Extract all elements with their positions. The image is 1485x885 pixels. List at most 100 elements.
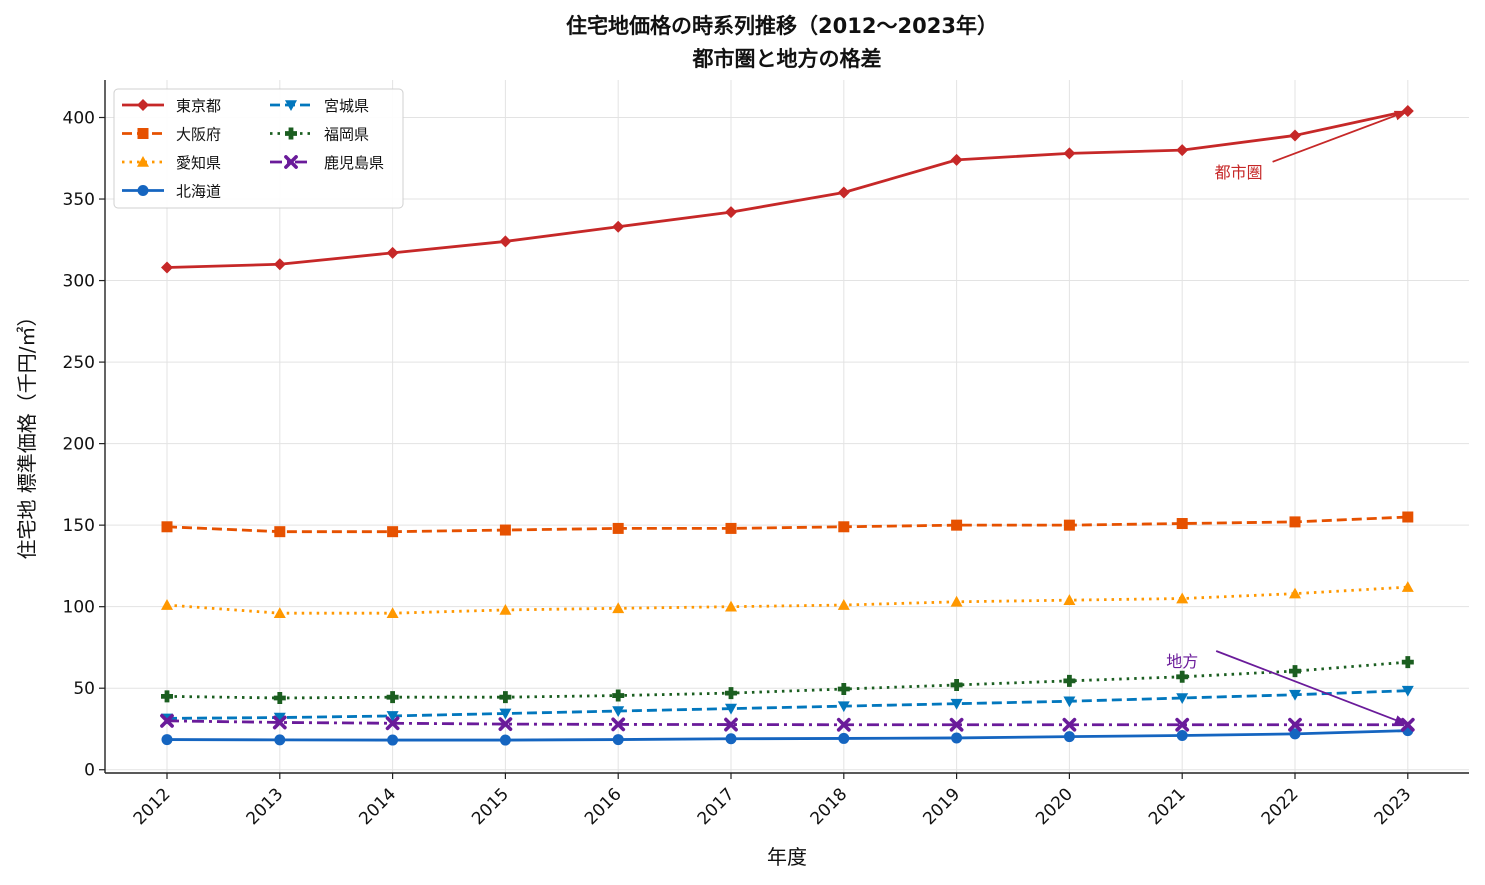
- annotation-2: 地方: [1166, 650, 1408, 725]
- y-tick-label: 250: [63, 353, 95, 373]
- data-point: [161, 690, 173, 703]
- data-point: [161, 734, 173, 746]
- y-tick-label: 400: [63, 109, 95, 129]
- data-point: [161, 521, 173, 533]
- data-point: [1289, 129, 1301, 142]
- data-point: [612, 220, 625, 233]
- series-7: [160, 713, 1415, 732]
- annotation-arrow-head: [1393, 715, 1408, 725]
- data-point: [612, 706, 625, 718]
- series-line: [166, 515, 1408, 534]
- data-point: [386, 711, 399, 722]
- data-point: [161, 261, 173, 274]
- data-point: [1401, 685, 1414, 697]
- marker-stroke: [1062, 717, 1077, 732]
- data-point: [499, 708, 512, 720]
- data-point: [273, 607, 286, 619]
- y-tick-label: 150: [63, 516, 95, 536]
- data-point: [1175, 717, 1190, 732]
- data-point: [725, 522, 737, 534]
- data-point: [1176, 729, 1188, 741]
- data-point: [950, 153, 963, 166]
- annotation-arrow-line: [1215, 650, 1405, 725]
- data-point: [1176, 144, 1189, 157]
- series-3: [161, 581, 1414, 619]
- marker-stroke: [498, 717, 513, 731]
- data-point: [499, 691, 512, 704]
- series-1: [161, 104, 1414, 274]
- marker-stroke: [1288, 717, 1302, 732]
- y-axis-label: 住宅地 標準価格（千円/㎡）: [15, 306, 39, 559]
- data-point: [386, 246, 399, 259]
- data-point: [1176, 693, 1189, 704]
- y-axis-ticks: 0 50 100 150 200 250 300 350 400: [63, 109, 105, 781]
- y-tick-label: 200: [63, 435, 95, 455]
- y-tick-label: 350: [63, 190, 95, 210]
- series-line: [166, 729, 1408, 742]
- data-point: [949, 717, 964, 732]
- series-group: [160, 104, 1415, 746]
- data-point: [1063, 147, 1076, 160]
- legend-swatch-marker: [137, 128, 149, 139]
- chart-subtitle: 都市圏と地方の格差: [692, 47, 882, 71]
- data-point: [612, 734, 624, 746]
- legend-item: 北海道: [122, 183, 221, 201]
- legend-item: 福岡県: [270, 126, 369, 144]
- legend-label: 愛知県: [176, 154, 221, 172]
- data-point: [386, 607, 399, 619]
- data-point: [1289, 516, 1301, 528]
- data-point: [1063, 731, 1075, 743]
- y-tick-label: 100: [63, 598, 95, 618]
- series-line: [166, 109, 1409, 269]
- data-point: [612, 602, 625, 614]
- legend-swatch-marker: [137, 99, 149, 111]
- marker-stroke: [836, 717, 851, 732]
- data-point: [1289, 587, 1301, 599]
- legend-swatch-marker: [137, 185, 149, 196]
- data-point: [838, 732, 850, 744]
- data-point: [1063, 594, 1076, 605]
- legend-label: 鹿児島県: [324, 154, 384, 172]
- data-point: [1400, 717, 1415, 732]
- data-point: [725, 703, 737, 715]
- data-point: [837, 701, 850, 713]
- marker-stroke: [611, 717, 626, 732]
- data-point: [385, 716, 400, 731]
- data-point: [612, 689, 625, 702]
- axes: [104, 80, 1469, 774]
- data-point: [499, 603, 512, 615]
- legend-label: 東京都: [176, 97, 221, 115]
- data-point: [272, 715, 287, 730]
- data-point: [274, 526, 286, 538]
- y-tick-label: 300: [63, 272, 95, 292]
- data-point: [837, 683, 850, 696]
- annotation-text: 都市圏: [1215, 163, 1263, 182]
- marker-stroke: [1400, 717, 1415, 732]
- series-line: [166, 689, 1408, 720]
- legend-item: 東京都: [122, 97, 221, 115]
- data-point: [611, 717, 626, 732]
- data-point: [725, 206, 737, 219]
- legend-swatch-marker: [284, 155, 298, 169]
- data-point: [499, 734, 511, 746]
- legend-item: 宮城県: [270, 97, 369, 115]
- data-point: [1288, 717, 1302, 732]
- data-point: [1062, 717, 1077, 732]
- series-2: [161, 511, 1414, 538]
- data-point: [386, 691, 399, 704]
- legend-label: 北海道: [176, 183, 221, 201]
- data-point: [1289, 665, 1301, 678]
- marker-stroke: [724, 717, 738, 732]
- legend-swatch-marker: [285, 127, 297, 140]
- data-point: [1401, 581, 1414, 592]
- annotation-arrow-line: [1272, 111, 1405, 163]
- data-point: [951, 519, 963, 531]
- legend-frame: [113, 88, 404, 209]
- data-point: [1289, 728, 1301, 740]
- annotation-text: 地方: [1166, 652, 1198, 671]
- data-point: [836, 717, 851, 732]
- data-point: [273, 258, 286, 271]
- legend-item: 愛知県: [122, 154, 221, 172]
